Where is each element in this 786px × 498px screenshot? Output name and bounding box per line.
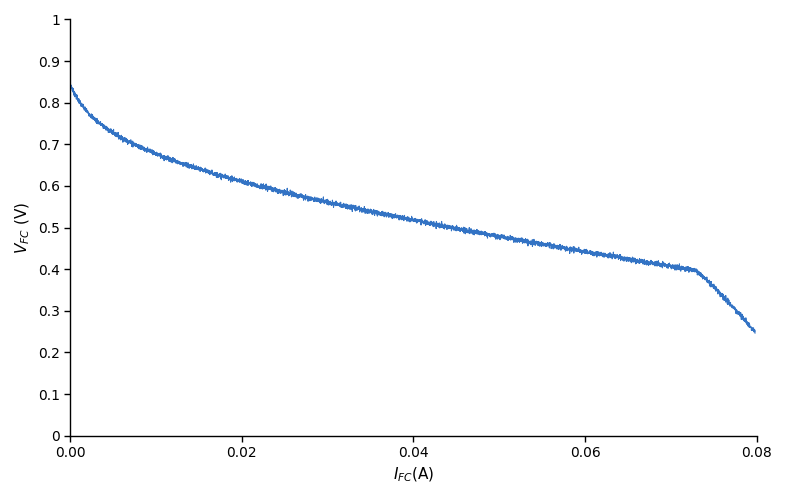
X-axis label: $I_{FC}$(A): $I_{FC}$(A) bbox=[393, 466, 434, 484]
Y-axis label: $V_{FC}$ (V): $V_{FC}$ (V) bbox=[14, 201, 32, 253]
